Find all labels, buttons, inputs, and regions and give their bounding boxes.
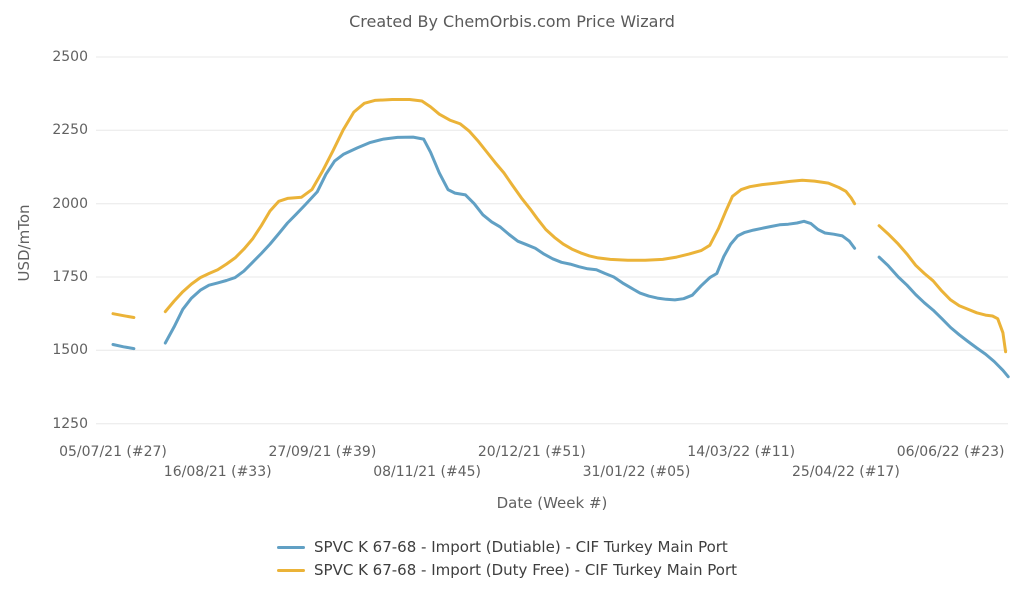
x-tick-label: 06/06/22 (#23) [896, 444, 1005, 460]
x-tick-label: 08/11/21 (#45) [373, 464, 481, 480]
series-line-duty-free [163, 98, 857, 314]
series-line-duty-free [111, 312, 136, 319]
x-tick-label: 14/03/22 (#11) [687, 444, 796, 460]
x-tick-label: 27/09/21 (#39) [268, 444, 377, 460]
legend: SPVC K 67-68 - Import (Dutiable) - CIF T… [0, 538, 1024, 579]
x-tick-label: 25/04/22 (#17) [791, 464, 900, 480]
series-line-duty-free [877, 224, 1008, 354]
legend-swatch-duty-free [277, 568, 305, 572]
legend-item-dutiable: SPVC K 67-68 - Import (Dutiable) - CIF T… [277, 538, 747, 556]
x-tick-label: 16/08/21 (#33) [163, 464, 272, 480]
y-tick-label: 2500 [52, 49, 88, 65]
x-axis-label: Date (Week #) [496, 494, 608, 512]
legend-label-dutiable: SPVC K 67-68 - Import (Dutiable) - CIF T… [314, 538, 728, 556]
legend-label-duty-free: SPVC K 67-68 - Import (Duty Free) - CIF … [314, 561, 738, 579]
y-tick-label: 2250 [52, 122, 88, 139]
y-tick-label: 2000 [52, 195, 88, 212]
x-tick-label: 20/12/21 (#51) [477, 444, 586, 460]
y-tick-label: 1750 [52, 268, 88, 285]
legend-swatch-dutiable [277, 545, 305, 549]
y-tick-label: 1500 [52, 342, 88, 359]
chart-title: Created By ChemOrbis.com Price Wizard [349, 12, 675, 31]
series-line-dutiable [163, 135, 857, 345]
x-tick-label: 31/01/22 (#05) [582, 464, 691, 480]
series-line-dutiable [877, 255, 1010, 379]
series-line-dutiable [111, 343, 136, 351]
y-tick-label: 1250 [52, 415, 88, 432]
x-tick-label: 05/07/21 (#27) [59, 444, 167, 460]
legend-item-duty-free: SPVC K 67-68 - Import (Duty Free) - CIF … [277, 561, 747, 579]
